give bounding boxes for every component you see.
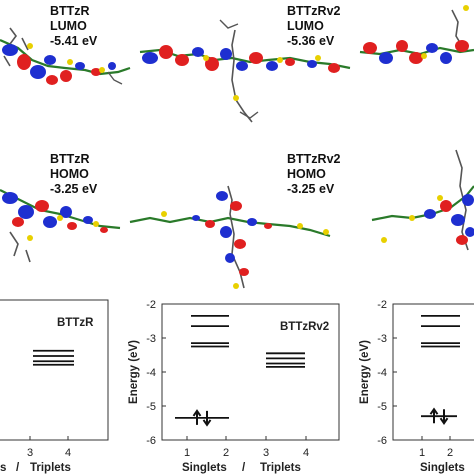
x-tick: 3 — [263, 447, 269, 459]
y-tick: -2 — [146, 299, 156, 311]
molecule-homo-partial — [371, 149, 474, 251]
molecule-name: BTTzR — [50, 152, 90, 166]
spin-down-arrow — [439, 409, 449, 425]
molecule-name: BTTzRv2 — [287, 4, 341, 18]
x-tick: 1 — [184, 447, 190, 459]
energy-levels — [175, 314, 305, 427]
y-tick: -3 — [146, 333, 156, 345]
label-lumo-bttzrv2: BTTzRv2 LUMO -5.36 eV — [287, 4, 340, 49]
x-tick: 2 — [447, 447, 453, 459]
y-tick: -5 — [146, 401, 156, 413]
y-axis-label: Energy (eV) — [128, 340, 140, 404]
panel-title: BTTzRv2 — [280, 321, 329, 333]
panel-1: BTTzR 3 4 s / Triplets — [0, 299, 109, 474]
orbital-name: LUMO — [50, 19, 87, 33]
y-tick: -6 — [146, 435, 156, 447]
orbital-name: HOMO — [287, 167, 326, 181]
x-tick: 2 — [223, 447, 229, 459]
x-tick: 4 — [303, 447, 309, 459]
label-homo-bttzr: BTTzR HOMO -3.25 eV — [50, 152, 97, 197]
orbital-energy: -3.25 eV — [287, 182, 335, 196]
molecule-lumo-bttzrv2 — [139, 19, 351, 123]
y-axis-label: Energy (eV) — [359, 340, 371, 404]
orbital-name: LUMO — [287, 19, 324, 33]
y-tick: -3 — [377, 333, 387, 345]
energy-levels — [421, 314, 460, 425]
label-homo-bttzrv2: BTTzRv2 HOMO -3.25 eV — [287, 152, 340, 197]
x-label-triplets: Triplets — [30, 462, 71, 474]
x-label-singlets: Singlets — [182, 462, 227, 474]
x-label-fragment: s — [0, 462, 6, 474]
y-tick: -5 — [377, 401, 387, 413]
panel-3: -2 -3 -4 -5 -6 1 2 Singlets Energy (eV) — [359, 299, 474, 474]
spin-down-arrow — [202, 410, 212, 427]
spin-up-arrow — [429, 407, 439, 424]
y-tick: -4 — [377, 367, 387, 379]
molecule-name: BTTzRv2 — [287, 152, 341, 166]
x-label-separator: / — [16, 462, 20, 474]
spin-up-arrow — [192, 409, 202, 425]
x-tick: 4 — [65, 447, 71, 459]
orbital-name: HOMO — [50, 167, 89, 181]
x-tick: 3 — [27, 447, 33, 459]
orbital-energy: -5.41 eV — [50, 34, 98, 48]
x-label-triplets: Triplets — [260, 462, 301, 474]
orbital-energy: -5.36 eV — [287, 34, 335, 48]
x-label-singlets: Singlets — [420, 462, 465, 474]
orbital-energy: -3.25 eV — [50, 182, 98, 196]
label-lumo-bttzr: BTTzR LUMO -5.41 eV — [50, 4, 97, 49]
y-tick: -2 — [377, 299, 387, 311]
molecule-lumo-bttzr — [0, 27, 131, 85]
y-tick: -6 — [377, 435, 387, 447]
x-tick: 1 — [419, 447, 425, 459]
molecule-lumo-partial — [359, 5, 474, 64]
molecule-homo-bttzr — [0, 189, 121, 263]
molecule-homo-bttzrv2 — [129, 185, 331, 289]
x-label-separator: / — [242, 462, 246, 474]
panel-2: -2 -3 -4 -5 -6 1 2 3 4 Singlets / Triple… — [128, 299, 340, 474]
molecule-name: BTTzR — [50, 4, 90, 18]
triplet-levels — [33, 349, 74, 366]
y-tick: -4 — [146, 367, 156, 379]
panel-title: BTTzR — [57, 317, 94, 329]
